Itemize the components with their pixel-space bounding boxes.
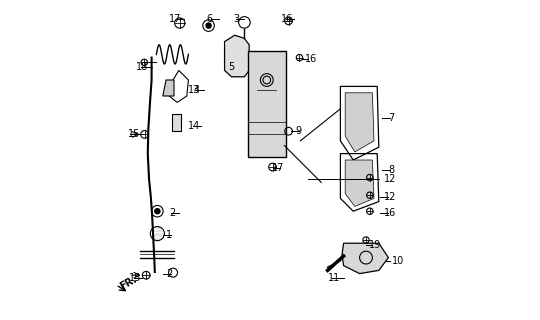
Circle shape xyxy=(155,209,160,214)
Text: FR.: FR. xyxy=(118,274,139,292)
Text: 15: 15 xyxy=(129,273,141,284)
Polygon shape xyxy=(345,93,374,152)
Circle shape xyxy=(206,23,211,28)
Text: 10: 10 xyxy=(392,256,404,266)
Text: 2: 2 xyxy=(169,208,176,218)
Text: 16: 16 xyxy=(383,208,396,218)
Text: 16: 16 xyxy=(281,14,293,24)
Text: 12: 12 xyxy=(383,174,396,184)
Text: 15: 15 xyxy=(127,129,140,140)
Text: 16: 16 xyxy=(305,54,318,64)
Text: 4: 4 xyxy=(193,84,199,95)
Text: 19: 19 xyxy=(369,240,381,250)
Text: 1: 1 xyxy=(166,230,172,240)
Polygon shape xyxy=(342,243,388,274)
Polygon shape xyxy=(225,35,249,77)
Text: 6: 6 xyxy=(206,14,212,24)
Text: 14: 14 xyxy=(188,121,201,132)
FancyBboxPatch shape xyxy=(248,51,286,157)
Text: 18: 18 xyxy=(136,62,148,72)
Text: 8: 8 xyxy=(388,164,395,175)
Text: 2: 2 xyxy=(166,268,172,279)
Text: 13: 13 xyxy=(188,84,201,95)
Text: 17: 17 xyxy=(169,14,181,24)
Polygon shape xyxy=(345,160,374,206)
Polygon shape xyxy=(163,80,174,96)
Text: 11: 11 xyxy=(328,273,340,284)
Text: 3: 3 xyxy=(233,14,239,24)
Text: 17: 17 xyxy=(272,163,284,173)
Text: 12: 12 xyxy=(383,192,396,202)
Bar xyxy=(172,114,181,131)
Text: 9: 9 xyxy=(295,126,302,136)
Text: 5: 5 xyxy=(228,62,235,72)
Text: 7: 7 xyxy=(388,113,395,124)
